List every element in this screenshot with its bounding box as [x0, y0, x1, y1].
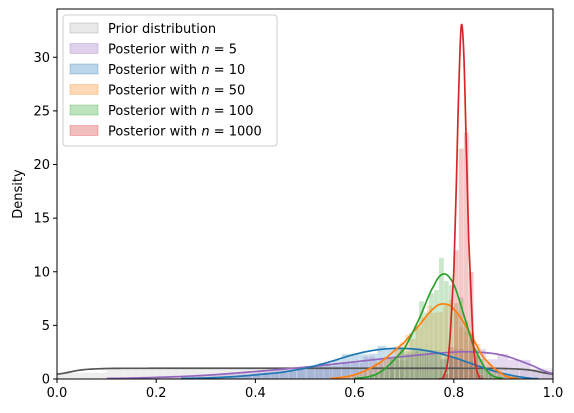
y-tick-label: 10: [33, 265, 50, 280]
legend-swatch: [69, 84, 99, 95]
legend-swatch: [69, 125, 99, 136]
plot-area: [57, 23, 553, 379]
hist-bar: [412, 347, 423, 379]
legend-box: [62, 14, 278, 147]
legend-entry: Posterior with n = 1000: [108, 125, 262, 140]
hist-bar: [430, 349, 441, 379]
kde-line-1: [106, 350, 553, 379]
legend-swatch: [69, 22, 99, 34]
hist-bar: [329, 365, 342, 379]
hist-bar: [423, 312, 430, 379]
axes-frame: [56, 8, 554, 380]
y-axis-label: Density: [11, 169, 26, 219]
x-tick-label: 0.4: [245, 386, 266, 401]
hist-bar: [81, 372, 91, 379]
legend-swatch: [69, 43, 99, 54]
kde-line-3: [329, 303, 519, 379]
hist-bar: [428, 292, 435, 379]
legend-entry: Posterior with n = 50: [108, 84, 245, 99]
y-tick-label: 0: [42, 373, 50, 388]
kde-line-4: [354, 273, 504, 379]
hist-bar: [442, 304, 449, 379]
hist-bar: [448, 284, 455, 379]
hist-bar: [114, 368, 124, 379]
hist-bar: [399, 341, 406, 379]
x-tick-label: 1.0: [543, 386, 564, 401]
x-tick-label: 0.6: [344, 386, 365, 401]
legend-entry: Prior distribution: [108, 22, 216, 37]
hist-bar: [98, 372, 107, 379]
hist-bar: [413, 324, 420, 379]
legend-entry: Posterior with n = 100: [108, 104, 254, 119]
hist-bar: [359, 354, 369, 379]
hist-bar: [431, 312, 438, 379]
hist-bar: [323, 363, 334, 379]
legend-swatch: [69, 104, 99, 116]
hist-bar: [89, 372, 99, 379]
legend: Prior distribution Posterior with n = 5 Po…: [62, 14, 278, 147]
hist-bar: [403, 353, 414, 379]
hist-bar: [278, 372, 289, 379]
legend-entry: Posterior with n = 10: [108, 63, 245, 78]
hist-bar: [403, 350, 410, 379]
hist-bar: [396, 359, 409, 379]
hist-bar: [433, 289, 440, 379]
x-tick-label: 0.0: [47, 386, 68, 401]
legend-entry: Posterior with n = 5: [108, 43, 237, 58]
y-axis: 0 5 10 15 20 25 30: [33, 51, 57, 388]
hist-bar: [384, 368, 390, 379]
y-tick-label: 30: [33, 51, 50, 66]
x-tick-label: 0.8: [443, 386, 464, 401]
hist-bar: [372, 362, 379, 379]
y-tick-label: 20: [33, 158, 50, 173]
hist-bar: [73, 372, 83, 379]
kde-line-5: [438, 23, 484, 379]
hist-bar: [287, 370, 298, 379]
legend-swatch: [69, 63, 99, 75]
hist-bar: [314, 364, 325, 379]
y-tick-label: 25: [33, 104, 50, 119]
hist-bar: [458, 148, 464, 379]
y-tick-label: 15: [33, 212, 50, 227]
hist-bar: [377, 345, 387, 379]
y-tick-label: 5: [42, 319, 50, 334]
hist-bar: [466, 360, 476, 379]
hist-bar: [438, 257, 445, 379]
hist-bar: [341, 353, 351, 379]
x-tick-label: 0.2: [146, 386, 167, 401]
kde-line-2: [180, 347, 539, 379]
hist-bar: [439, 359, 450, 379]
hist-bar: [106, 368, 116, 379]
x-axis: 0.0 0.2 0.4 0.6 0.8 1.0: [47, 379, 564, 401]
hist-bar: [468, 271, 474, 379]
